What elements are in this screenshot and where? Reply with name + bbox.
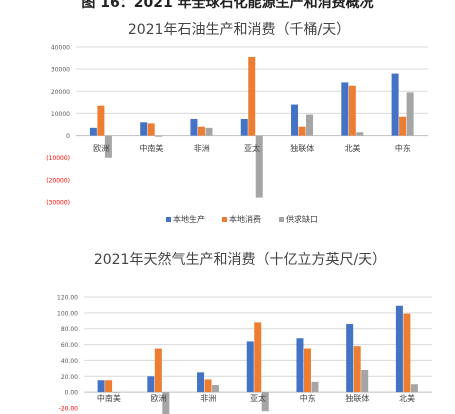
x-tick-label: 欧洲 bbox=[93, 143, 109, 153]
bar bbox=[296, 338, 304, 393]
legend-label: 本地消费 bbox=[229, 214, 261, 224]
bar bbox=[190, 118, 198, 136]
y-tick-label: -20.00 bbox=[59, 406, 79, 413]
legend-swatch bbox=[222, 217, 227, 222]
bar bbox=[248, 56, 256, 136]
bar bbox=[197, 126, 205, 136]
x-tick-label: 亚太 bbox=[244, 143, 260, 153]
bar bbox=[240, 118, 248, 136]
bar bbox=[246, 341, 254, 393]
bar bbox=[155, 135, 163, 137]
bar bbox=[410, 384, 418, 393]
x-tick-label: 欧洲 bbox=[151, 393, 167, 403]
x-tick-label: 非洲 bbox=[200, 393, 216, 403]
bar bbox=[112, 392, 120, 393]
x-tick-label: 中东 bbox=[395, 143, 411, 153]
y-tick-label: (10000) bbox=[46, 155, 70, 162]
bar bbox=[341, 82, 349, 136]
gas-chart-x-labels: 中南美 欧洲 非洲 亚太 中东 独联体 北美 bbox=[97, 393, 415, 403]
bar bbox=[346, 323, 354, 393]
oil-chart-x-labels: 欧洲 中南美 非洲 亚太 独联体 北美 中东 bbox=[93, 143, 411, 153]
bar bbox=[212, 385, 220, 393]
y-tick-label: (30000) bbox=[46, 200, 70, 207]
y-tick-label: 40.00 bbox=[61, 358, 78, 365]
y-tick-label: 20000 bbox=[51, 89, 70, 96]
y-tick-label: 100.00 bbox=[57, 310, 78, 317]
bar bbox=[140, 122, 148, 136]
x-tick-label: 北美 bbox=[345, 143, 361, 153]
gas-chart-title: 2021年天然气生产和消费（十亿立方英尺/天） bbox=[94, 251, 386, 268]
bar bbox=[89, 127, 97, 136]
bar bbox=[291, 104, 299, 136]
bar bbox=[353, 346, 361, 393]
bar bbox=[204, 379, 212, 393]
bar bbox=[361, 369, 369, 393]
y-tick-label: 60.00 bbox=[61, 342, 78, 349]
bar bbox=[147, 376, 155, 393]
bar bbox=[162, 392, 170, 414]
legend-label: 供求缺口 bbox=[286, 214, 318, 224]
figure-caption: 图 16：2021 年全球石化能源生产和消费概况 bbox=[81, 0, 374, 11]
bar bbox=[303, 348, 311, 393]
oil-chart-y-ticks: 40000 30000 20000 10000 0 (10000) (20000) (3000… bbox=[46, 45, 70, 207]
oil-chart-title: 2021年石油生产和消费（千桶/天） bbox=[128, 22, 350, 38]
bar bbox=[395, 305, 403, 393]
bar bbox=[403, 313, 411, 393]
oil-chart-bars bbox=[89, 56, 414, 198]
gas-chart: 2021年天然气生产和消费（十亿立方英尺/天） 120.00 100.00 80.0… bbox=[57, 251, 432, 414]
x-tick-label: 中南美 bbox=[139, 143, 163, 153]
x-tick-label: 独联体 bbox=[290, 143, 314, 153]
oil-chart-legend: 本地生产 本地消费 供求缺口 bbox=[166, 214, 318, 224]
bar bbox=[356, 132, 364, 136]
bar bbox=[348, 85, 356, 136]
bar bbox=[197, 372, 205, 393]
bar bbox=[97, 380, 105, 393]
y-tick-label: 0 bbox=[66, 133, 70, 140]
bar bbox=[97, 105, 105, 136]
bar bbox=[205, 127, 213, 136]
bar bbox=[147, 123, 155, 136]
y-tick-label: 20.00 bbox=[61, 374, 78, 381]
bar bbox=[406, 92, 414, 136]
legend-label: 本地生产 bbox=[173, 214, 205, 224]
bar bbox=[391, 73, 399, 136]
x-tick-label: 非洲 bbox=[194, 143, 210, 153]
bar bbox=[254, 322, 262, 393]
y-tick-label: 0.00 bbox=[65, 390, 79, 397]
y-tick-label: 30000 bbox=[51, 67, 70, 74]
bar bbox=[261, 392, 269, 412]
bar bbox=[105, 380, 113, 393]
gas-chart-y-ticks: 120.00 100.00 80.00 60.00 40.00 20.00 0.00 -20.… bbox=[57, 295, 78, 413]
x-tick-label: 中南美 bbox=[97, 393, 121, 403]
y-tick-label: (20000) bbox=[46, 177, 70, 184]
gas-chart-bars bbox=[97, 305, 418, 414]
y-tick-label: 10000 bbox=[51, 111, 70, 118]
legend-swatch bbox=[279, 217, 284, 222]
bar bbox=[306, 114, 314, 136]
x-tick-label: 亚太 bbox=[250, 393, 266, 403]
bar bbox=[154, 348, 162, 393]
legend-swatch bbox=[166, 217, 171, 222]
x-tick-label: 独联体 bbox=[345, 393, 369, 403]
y-tick-label: 40000 bbox=[51, 45, 70, 52]
y-tick-label: 120.00 bbox=[57, 295, 78, 302]
bar bbox=[298, 126, 306, 136]
oil-chart: 2021年石油生产和消费（千桶/天） 40000 30000 20000 10000 0… bbox=[46, 22, 428, 224]
bar bbox=[399, 116, 407, 136]
y-tick-label: 80.00 bbox=[61, 326, 78, 333]
x-tick-label: 北美 bbox=[399, 393, 415, 403]
bar bbox=[104, 135, 112, 158]
x-tick-label: 中东 bbox=[300, 393, 316, 403]
bar bbox=[255, 135, 263, 198]
bar bbox=[311, 381, 319, 393]
